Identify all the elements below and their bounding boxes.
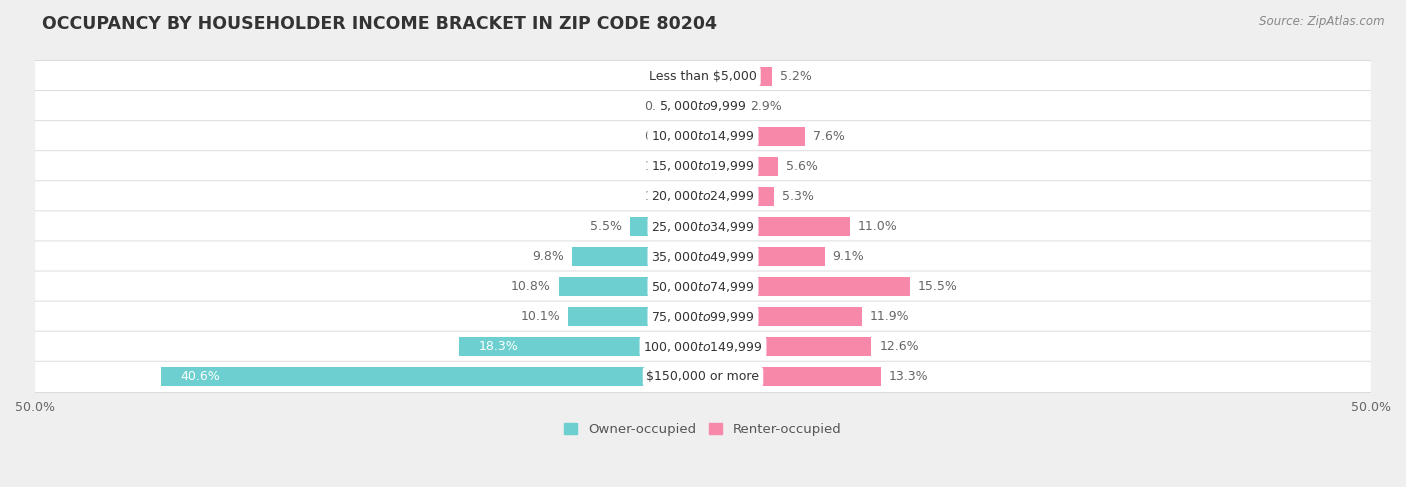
Bar [703, 337, 872, 356]
Bar [703, 97, 742, 115]
Text: $5,000 to $9,999: $5,000 to $9,999 [659, 99, 747, 113]
Bar [630, 217, 703, 236]
Text: 1.4%: 1.4% [644, 190, 676, 203]
Text: 7.6%: 7.6% [813, 130, 845, 143]
Text: OCCUPANCY BY HOUSEHOLDER INCOME BRACKET IN ZIP CODE 80204: OCCUPANCY BY HOUSEHOLDER INCOME BRACKET … [42, 15, 717, 33]
FancyBboxPatch shape [35, 121, 1371, 152]
Text: $100,000 to $149,999: $100,000 to $149,999 [644, 340, 762, 354]
FancyBboxPatch shape [35, 181, 1371, 212]
Bar [703, 157, 778, 176]
Bar [572, 247, 703, 266]
Text: Source: ZipAtlas.com: Source: ZipAtlas.com [1260, 15, 1385, 28]
Text: Less than $5,000: Less than $5,000 [650, 70, 756, 83]
Text: 11.0%: 11.0% [858, 220, 897, 233]
Bar [703, 368, 880, 386]
Bar [685, 157, 703, 176]
Text: 18.3%: 18.3% [478, 340, 519, 353]
Bar [685, 187, 703, 206]
Text: 10.8%: 10.8% [510, 280, 551, 293]
Text: 15.5%: 15.5% [918, 280, 957, 293]
FancyBboxPatch shape [35, 331, 1371, 362]
FancyBboxPatch shape [35, 241, 1371, 272]
Text: 0.46%: 0.46% [650, 70, 689, 83]
Text: 12.6%: 12.6% [879, 340, 920, 353]
FancyBboxPatch shape [35, 301, 1371, 332]
Text: $75,000 to $99,999: $75,000 to $99,999 [651, 310, 755, 324]
Legend: Owner-occupied, Renter-occupied: Owner-occupied, Renter-occupied [560, 418, 846, 441]
Bar [692, 127, 703, 146]
FancyBboxPatch shape [35, 91, 1371, 122]
Bar [558, 277, 703, 296]
Text: 1.4%: 1.4% [644, 160, 676, 173]
Bar [703, 187, 773, 206]
Text: 10.1%: 10.1% [520, 310, 560, 323]
Bar [703, 277, 910, 296]
Bar [703, 247, 824, 266]
Text: 0.82%: 0.82% [644, 130, 685, 143]
Bar [697, 67, 703, 86]
FancyBboxPatch shape [35, 61, 1371, 92]
Text: 2.9%: 2.9% [749, 100, 782, 113]
Bar [692, 97, 703, 115]
Bar [703, 217, 851, 236]
Text: $25,000 to $34,999: $25,000 to $34,999 [651, 220, 755, 234]
Text: $20,000 to $24,999: $20,000 to $24,999 [651, 189, 755, 204]
Text: 5.5%: 5.5% [589, 220, 621, 233]
Bar [568, 307, 703, 326]
Text: 5.2%: 5.2% [780, 70, 813, 83]
Text: 40.6%: 40.6% [180, 370, 221, 383]
Text: $15,000 to $19,999: $15,000 to $19,999 [651, 159, 755, 173]
Text: 13.3%: 13.3% [889, 370, 928, 383]
FancyBboxPatch shape [35, 271, 1371, 302]
Text: $50,000 to $74,999: $50,000 to $74,999 [651, 280, 755, 294]
Bar [458, 337, 703, 356]
Bar [703, 127, 804, 146]
Bar [703, 67, 772, 86]
Text: 9.1%: 9.1% [832, 250, 865, 263]
FancyBboxPatch shape [35, 151, 1371, 182]
Text: 5.6%: 5.6% [786, 160, 818, 173]
Text: $35,000 to $49,999: $35,000 to $49,999 [651, 250, 755, 263]
Text: 0.85%: 0.85% [644, 100, 683, 113]
FancyBboxPatch shape [35, 211, 1371, 242]
Bar [703, 307, 862, 326]
Bar [160, 368, 703, 386]
Text: $150,000 or more: $150,000 or more [647, 370, 759, 383]
Text: 9.8%: 9.8% [533, 250, 564, 263]
Text: 5.3%: 5.3% [782, 190, 814, 203]
FancyBboxPatch shape [35, 361, 1371, 393]
Text: $10,000 to $14,999: $10,000 to $14,999 [651, 130, 755, 143]
Text: 11.9%: 11.9% [870, 310, 910, 323]
